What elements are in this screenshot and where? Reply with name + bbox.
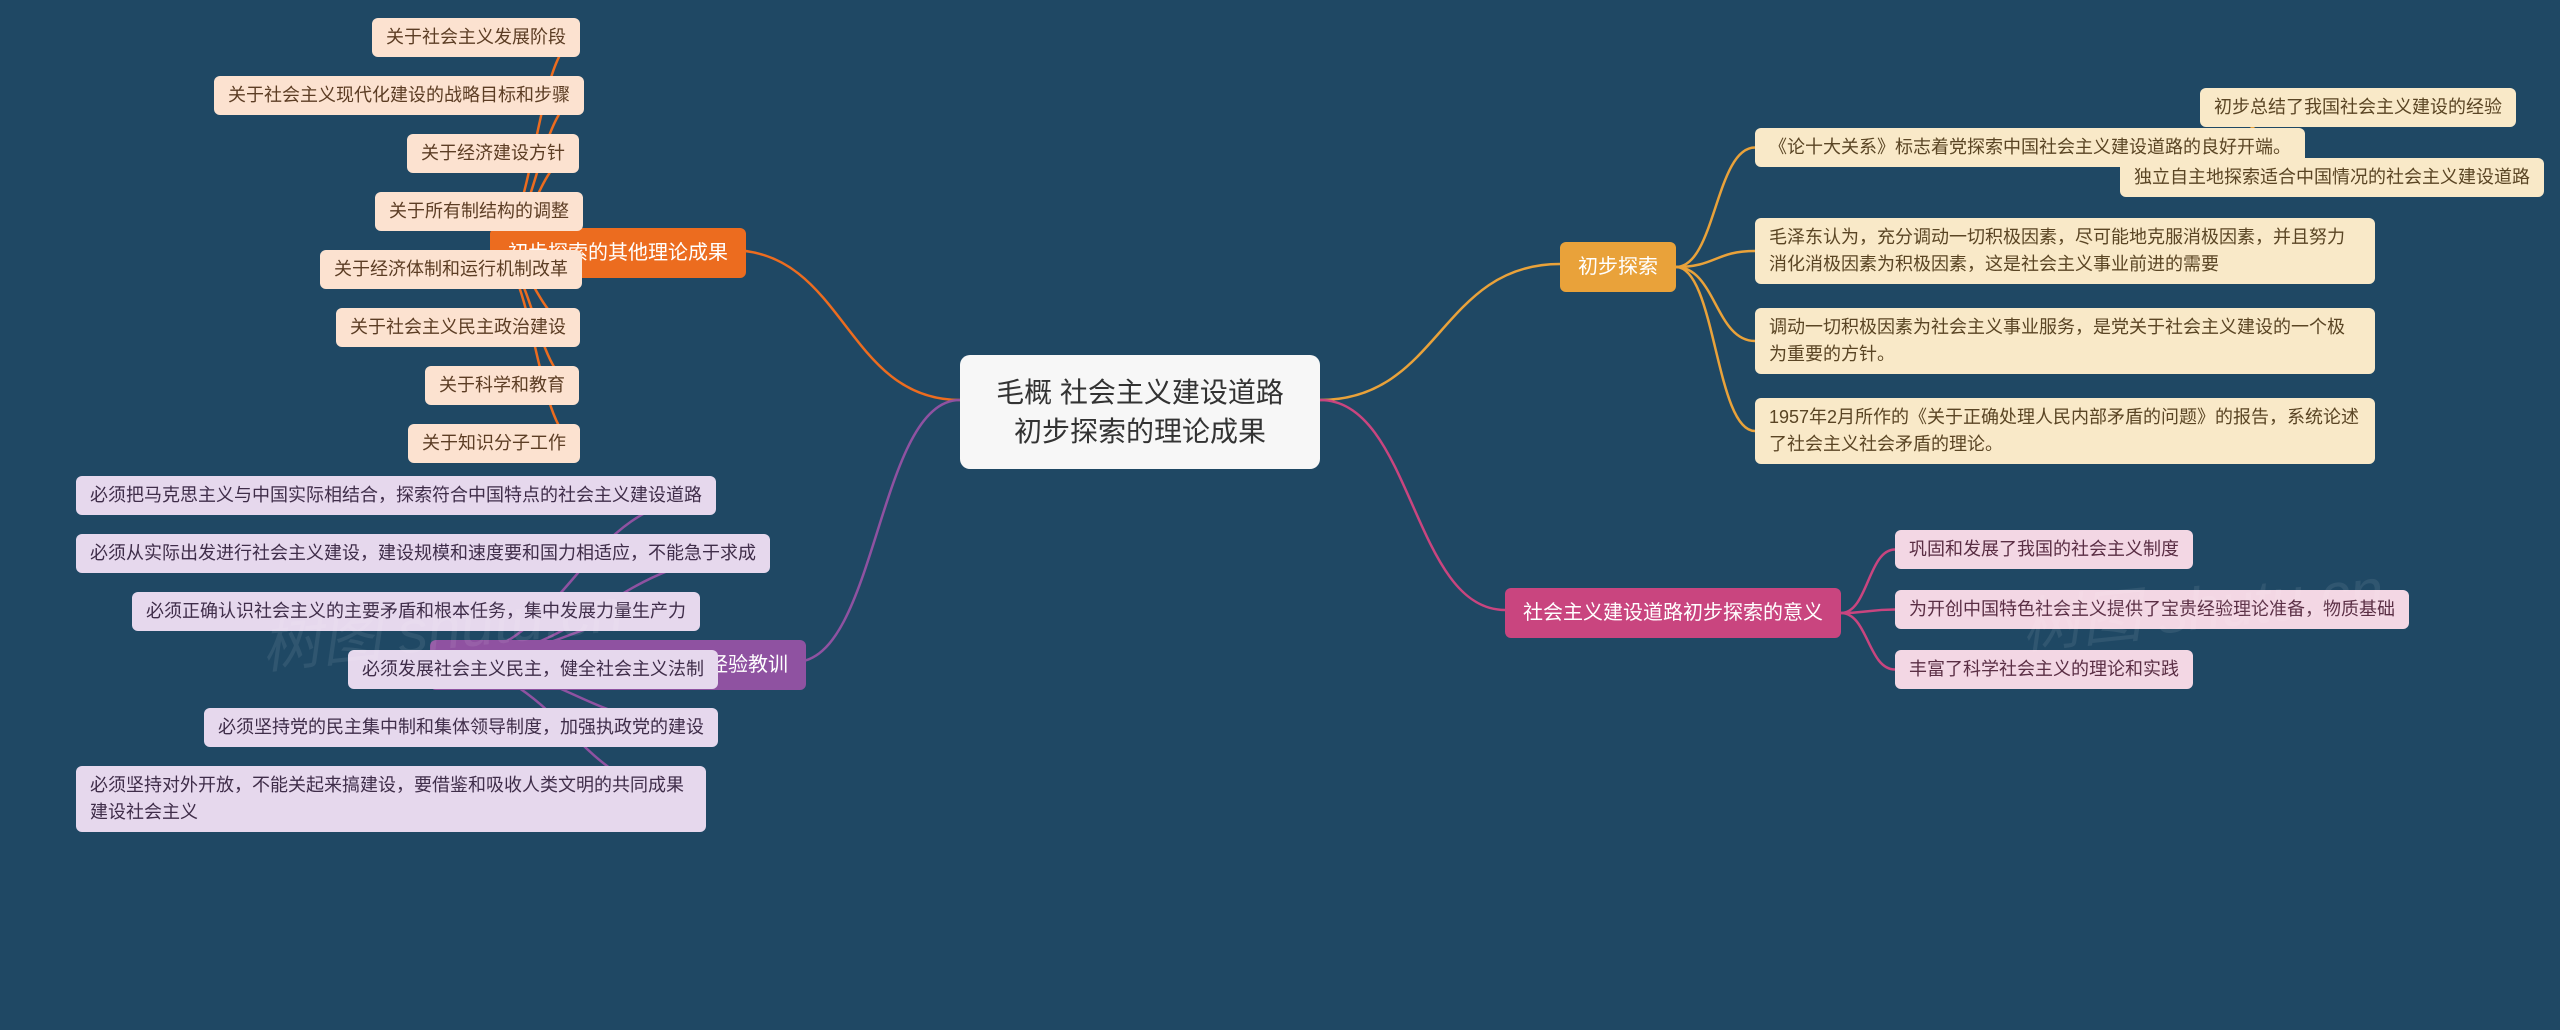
leaf-item: 必须发展社会主义民主，健全社会主义法制 <box>348 650 718 689</box>
branch-initial: 初步探索 <box>1560 242 1676 292</box>
leaf-item: 必须坚持对外开放，不能关起来搞建设，要借鉴和吸收人类文明的共同成果建设社会主义 <box>76 766 706 832</box>
leaf-item: 关于所有制结构的调整 <box>375 192 583 231</box>
leaf-item: 1957年2月所作的《关于正确处理人民内部矛盾的问题》的报告，系统论述了社会主义… <box>1755 398 2375 464</box>
leaf-item: 丰富了科学社会主义的理论和实践 <box>1895 650 2193 689</box>
leaf-item: 关于社会主义现代化建设的战略目标和步骤 <box>214 76 584 115</box>
leaf-item: 毛泽东认为，充分调动一切积极因素，尽可能地克服消极因素，并且努力消化消极因素为积… <box>1755 218 2375 284</box>
leaf-item: 必须从实际出发进行社会主义建设，建设规模和速度要和国力相适应，不能急于求成 <box>76 534 770 573</box>
leaf-item: 关于社会主义民主政治建设 <box>336 308 580 347</box>
leaf-item: 必须把马克思主义与中国实际相结合，探索符合中国特点的社会主义建设道路 <box>76 476 716 515</box>
leaf-item: 关于经济体制和运行机制改革 <box>320 250 582 289</box>
leaf-item: 关于社会主义发展阶段 <box>372 18 580 57</box>
leaf-sub-item: 初步总结了我国社会主义建设的经验 <box>2200 88 2516 127</box>
leaf-item: 必须坚持党的民主集中制和集体领导制度，加强执政党的建设 <box>204 708 718 747</box>
leaf-item: 关于科学和教育 <box>425 366 579 405</box>
branch-meaning: 社会主义建设道路初步探索的意义 <box>1505 588 1841 638</box>
leaf-item: 巩固和发展了我国的社会主义制度 <box>1895 530 2193 569</box>
leaf-item: 关于知识分子工作 <box>408 424 580 463</box>
leaf-item: 必须正确认识社会主义的主要矛盾和根本任务，集中发展力量生产力 <box>132 592 700 631</box>
leaf-sub-item: 独立自主地探索适合中国情况的社会主义建设道路 <box>2120 158 2544 197</box>
leaf-item: 关于经济建设方针 <box>407 134 579 173</box>
center-node: 毛概 社会主义建设道路初步探索的理论成果 <box>960 355 1320 469</box>
leaf-item: 为开创中国特色社会主义提供了宝贵经验理论准备，物质基础 <box>1895 590 2409 629</box>
leaf-item: 调动一切积极因素为社会主义事业服务，是党关于社会主义建设的一个极为重要的方针。 <box>1755 308 2375 374</box>
